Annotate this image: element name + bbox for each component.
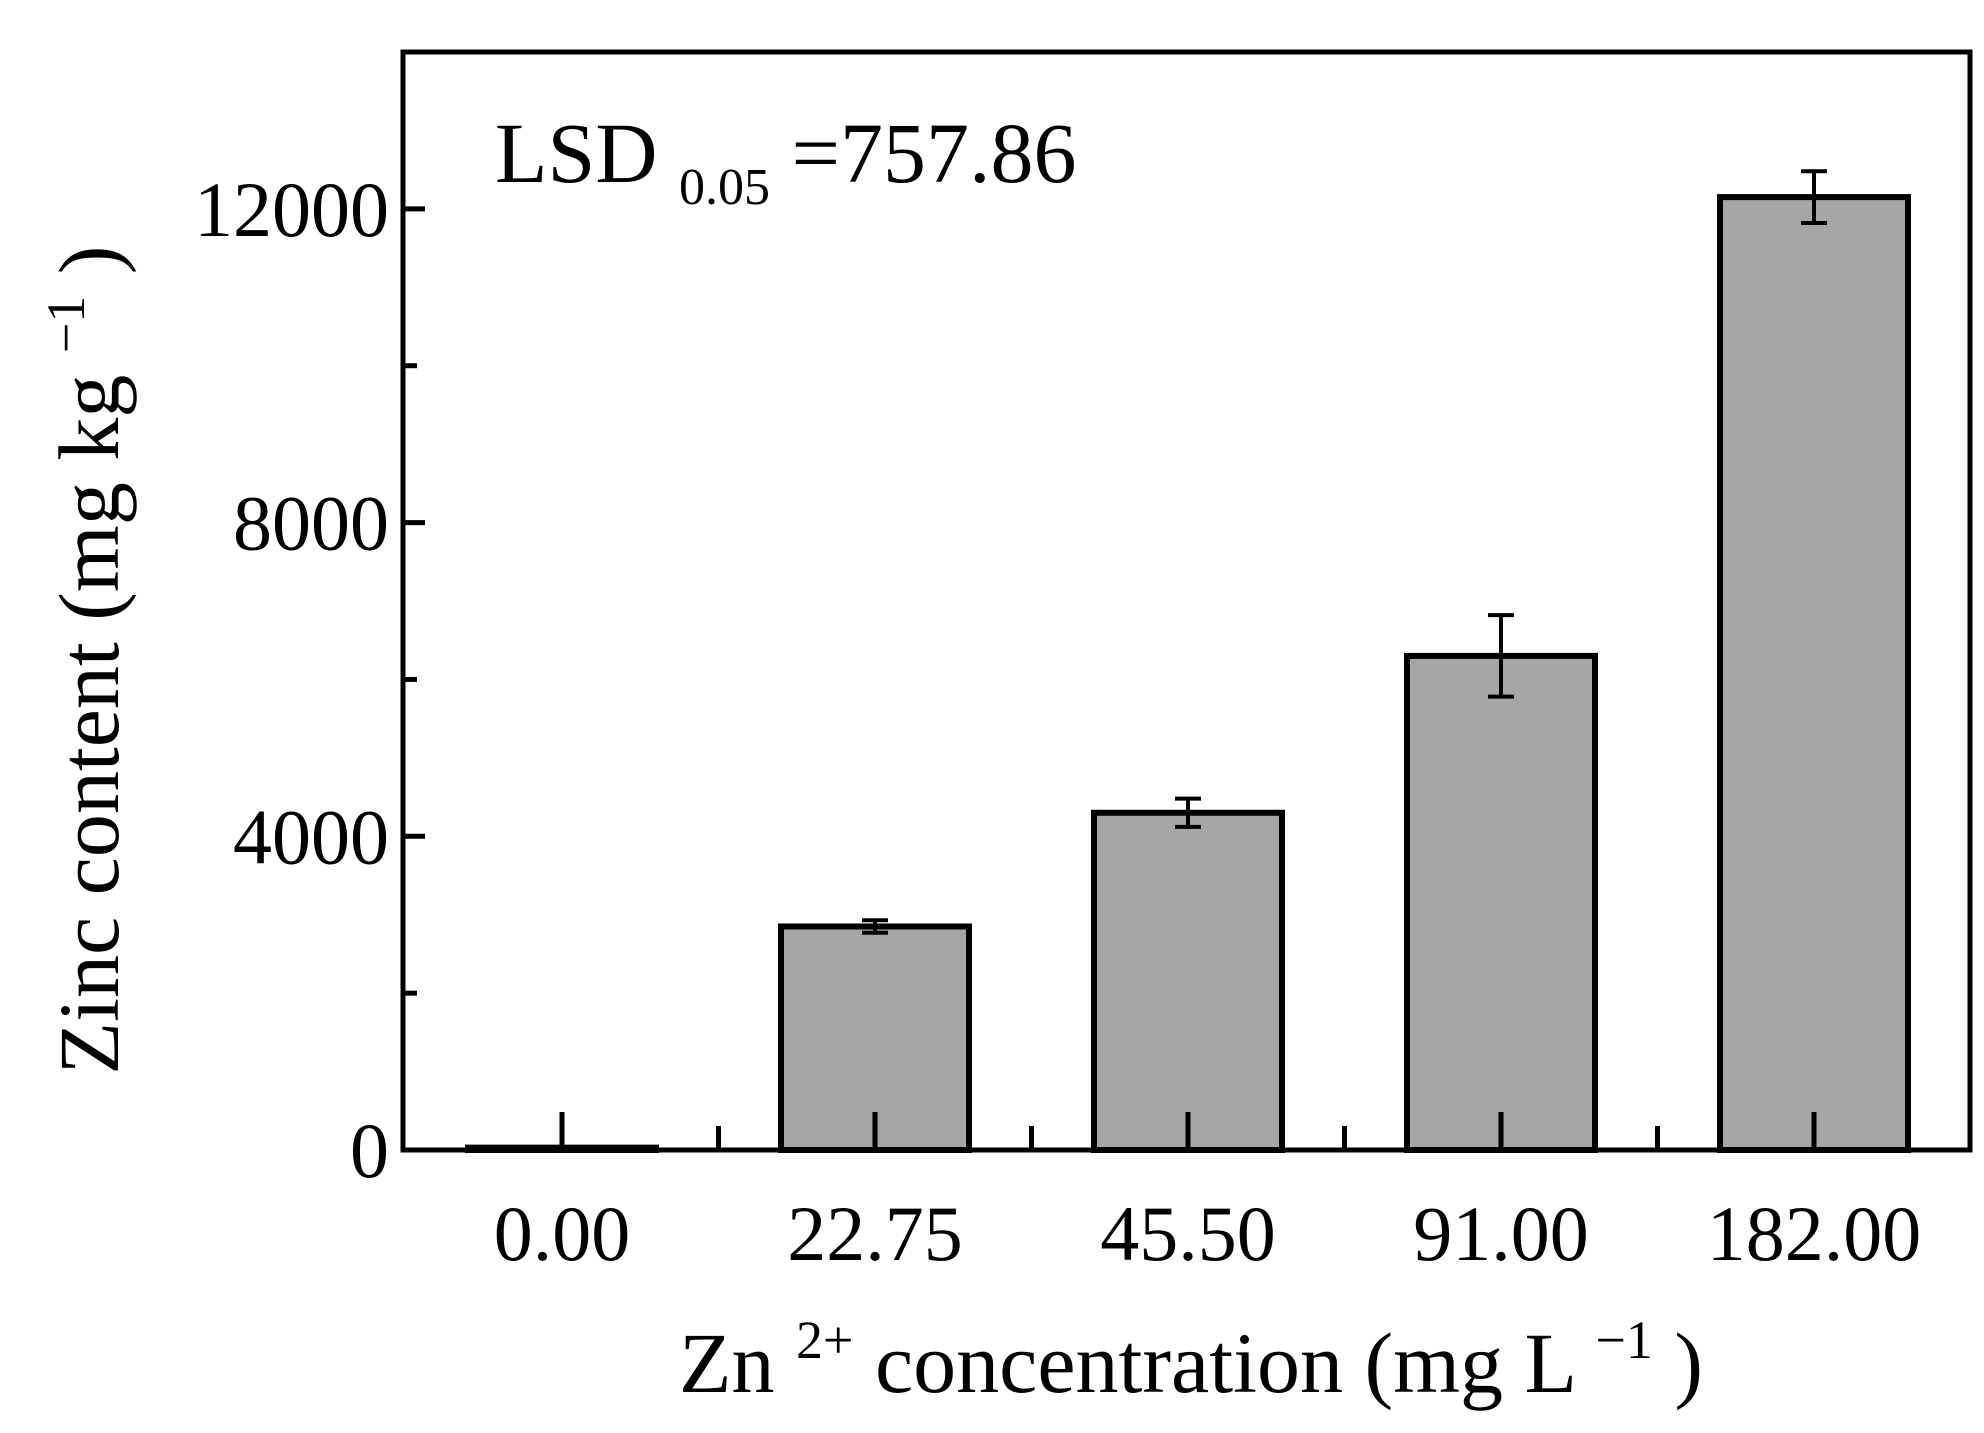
x-tick-labels: 0.00 22.75 45.50 91.00 182.00 — [494, 1190, 1922, 1277]
y-tick-labels: 0 4000 8000 12000 — [194, 166, 389, 1194]
x-tick-label: 45.50 — [1100, 1190, 1276, 1277]
lsd-annotation: LSD 0.05 =757.86 — [495, 105, 1076, 223]
x-axis-label-close: ) — [1674, 1315, 1703, 1411]
chart-marks — [403, 169, 1911, 1154]
y-tick-label: 8000 — [233, 480, 389, 567]
error-bar — [1801, 169, 1827, 225]
x-axis-label: Zn 2+ concentration (mg L −1 ) — [679, 1281, 1703, 1411]
x-tick-label: 91.00 — [1413, 1190, 1589, 1277]
lsd-main: LSD — [495, 105, 657, 201]
x-tick-label: 182.00 — [1707, 1190, 1922, 1277]
bar — [1091, 809, 1285, 1153]
x-tick-label: 0.00 — [494, 1190, 631, 1277]
y-axis-label-main: Zinc content (mg kg — [41, 375, 137, 1075]
y-tick-label: 12000 — [194, 166, 389, 253]
x-axis-label-rest: concentration (mg L — [875, 1315, 1574, 1411]
lsd-subscript: 0.05 — [679, 159, 770, 216]
lsd-value: =757.86 — [791, 105, 1076, 201]
x-axis-label-main: Zn — [679, 1315, 775, 1411]
y-tick-label: 0 — [350, 1107, 389, 1194]
x-axis-label-sup: 2+ — [796, 1310, 853, 1370]
x-tick-label: 22.75 — [787, 1190, 963, 1277]
y-axis-label-close: ) — [41, 246, 137, 275]
x-axis-label-unit-sup: −1 — [1595, 1310, 1652, 1370]
y-axis-label-sup: −1 — [36, 296, 96, 353]
bar — [1404, 652, 1598, 1154]
y-tick-label: 4000 — [233, 793, 389, 880]
bar — [1717, 194, 1911, 1154]
error-bar — [1488, 613, 1514, 699]
y-axis-label: Zinc content (mg kg −1 ) — [7, 246, 137, 1075]
error-bar — [1175, 796, 1201, 829]
error-bar — [862, 918, 888, 935]
